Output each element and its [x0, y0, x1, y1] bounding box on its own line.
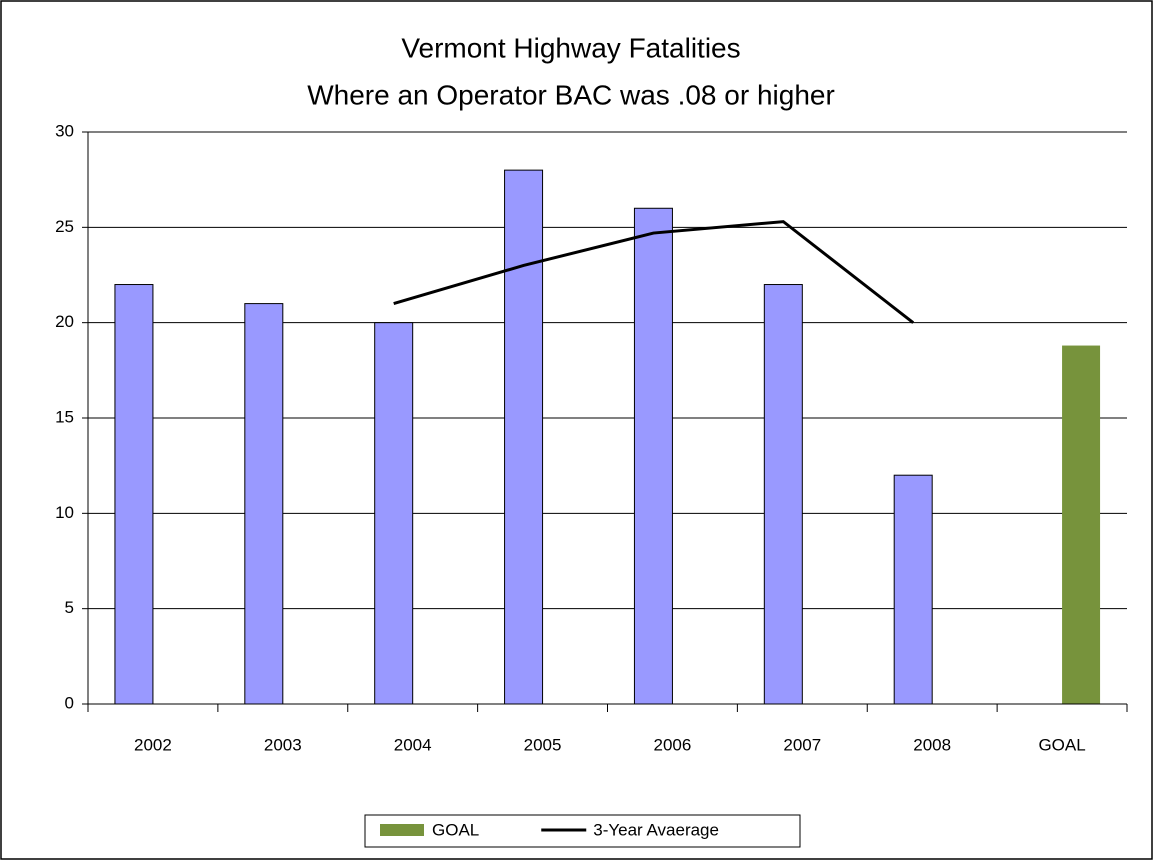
bar [504, 169, 544, 705]
y-tick-label: 30 [55, 121, 74, 140]
y-tick-label: 0 [65, 693, 74, 712]
line [393, 220, 915, 324]
x-tick-label: GOAL [1038, 735, 1085, 754]
bar [633, 207, 673, 705]
bar [763, 284, 803, 705]
x-tick-label: 2007 [783, 735, 821, 754]
chart-subtitle: Where an Operator BAC was .08 or higher [307, 79, 835, 110]
bar [244, 303, 284, 705]
x-tick-label: 2003 [264, 735, 302, 754]
y-tick-label: 10 [55, 503, 74, 522]
x-tick-label: 2006 [654, 735, 692, 754]
x-tick-label: 2004 [394, 735, 432, 754]
x-tick-label: 2005 [524, 735, 562, 754]
y-tick-label: 15 [55, 407, 74, 426]
bar [1062, 345, 1101, 704]
bar [893, 474, 933, 705]
bar [114, 284, 154, 705]
y-tick-label: 25 [55, 217, 74, 236]
x-tick-label: 2002 [134, 735, 172, 754]
legend-label: GOAL [432, 820, 479, 839]
chart-title: Vermont Highway Fatalities [401, 32, 740, 63]
y-tick-label: 5 [65, 598, 74, 617]
legend-label: 3-Year Avaerage [593, 820, 719, 839]
bar [374, 322, 414, 705]
legend-swatch [380, 824, 424, 836]
x-tick-label: 2008 [913, 735, 951, 754]
y-tick-label: 20 [55, 312, 74, 331]
